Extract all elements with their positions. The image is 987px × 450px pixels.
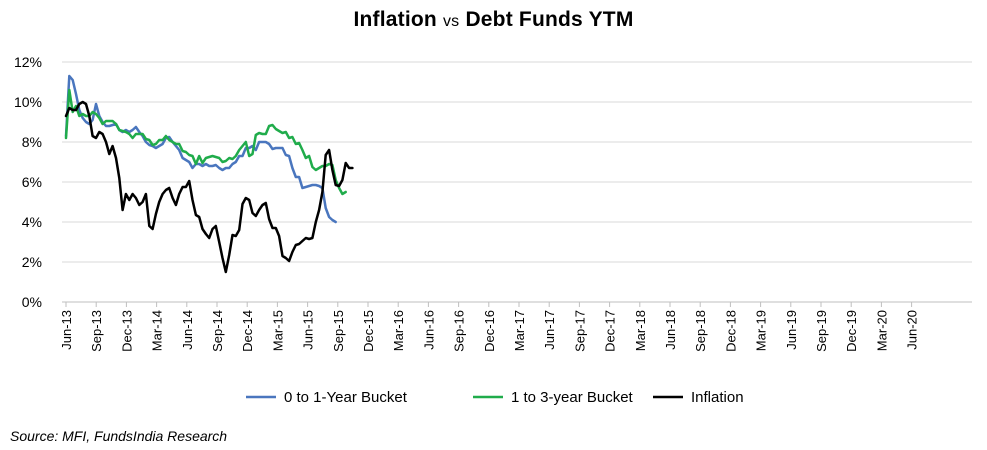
x-tick-label: Jun-17 xyxy=(542,310,557,350)
x-tick-label: Mar-15 xyxy=(270,310,285,351)
x-tick-label: Sep-17 xyxy=(572,310,587,352)
x-tick-label: Sep-14 xyxy=(210,310,225,352)
x-tick-label: Mar-17 xyxy=(512,310,527,351)
title-part-1: Inflation xyxy=(353,8,437,31)
y-tick-label: 4% xyxy=(22,214,42,230)
x-tick-label: Jun-14 xyxy=(180,310,195,350)
x-tick-label: Jun-20 xyxy=(905,310,920,350)
x-tick-label: Jun-18 xyxy=(663,310,678,350)
x-tick-label: Sep-15 xyxy=(331,310,346,352)
x-tick-label: Sep-13 xyxy=(89,310,104,352)
chart-title: Inflation vs Debt Funds YTM xyxy=(0,8,987,32)
grid-lines xyxy=(62,61,972,263)
x-tick-label: Dec-13 xyxy=(119,310,134,352)
x-tick-label: Mar-20 xyxy=(874,310,889,351)
x-tick-label: Jun-16 xyxy=(421,310,436,350)
series-lines xyxy=(64,74,354,274)
y-tick-label: 2% xyxy=(22,254,42,270)
title-vs: vs xyxy=(442,13,460,30)
source-note: Source: MFI, FundsIndia Research xyxy=(10,428,228,444)
x-tick-label: Dec-18 xyxy=(723,310,738,352)
legend-label: Inflation xyxy=(691,389,744,406)
y-tick-label: 10% xyxy=(14,94,42,110)
title-part-2: Debt Funds YTM xyxy=(465,8,634,31)
x-tick-label: Mar-18 xyxy=(633,310,648,351)
y-tick-label: 6% xyxy=(22,174,42,190)
x-tick-label: Dec-17 xyxy=(603,310,618,352)
x-tick-label: Mar-14 xyxy=(150,310,165,351)
legend-label: 1 to 3-year Bucket xyxy=(511,389,634,406)
y-tick-label: 12% xyxy=(14,54,42,70)
x-tick-label: Dec-16 xyxy=(482,310,497,352)
x-tick-label: Jun-13 xyxy=(59,310,74,350)
x-tick-label: Sep-18 xyxy=(693,310,708,352)
x-tick-label: Jun-19 xyxy=(784,310,799,350)
series-line-1-to-3-year-bucket xyxy=(64,88,347,196)
x-tick-label: Dec-15 xyxy=(361,310,376,352)
x-axis: Jun-13 Sep-13 Dec-13 Mar-14 Jun-14 Sep-14 Dec-… xyxy=(59,301,972,352)
series-line-inflation xyxy=(64,100,354,274)
y-tick-label: 8% xyxy=(22,134,42,150)
legend: 0 to 1-Year Bucket 1 to 3-year Bucket Infl… xyxy=(246,389,744,406)
legend-label: 0 to 1-Year Bucket xyxy=(284,389,408,406)
x-tick-label: Mar-19 xyxy=(754,310,769,351)
series-line-0-to-1-year-bucket xyxy=(64,74,337,224)
x-tick-label: Dec-14 xyxy=(240,310,255,352)
x-tick-label: Dec-19 xyxy=(844,310,859,352)
x-tick-label: Jun-15 xyxy=(301,310,316,350)
x-tick-label: Sep-19 xyxy=(814,310,829,352)
x-tick-label: Sep-16 xyxy=(452,310,467,352)
y-axis-ticks: 0% 2% 4% 6% 8% 10% 12% xyxy=(14,54,42,310)
y-tick-label: 0% xyxy=(22,294,42,310)
x-tick-label: Mar-16 xyxy=(391,310,406,351)
